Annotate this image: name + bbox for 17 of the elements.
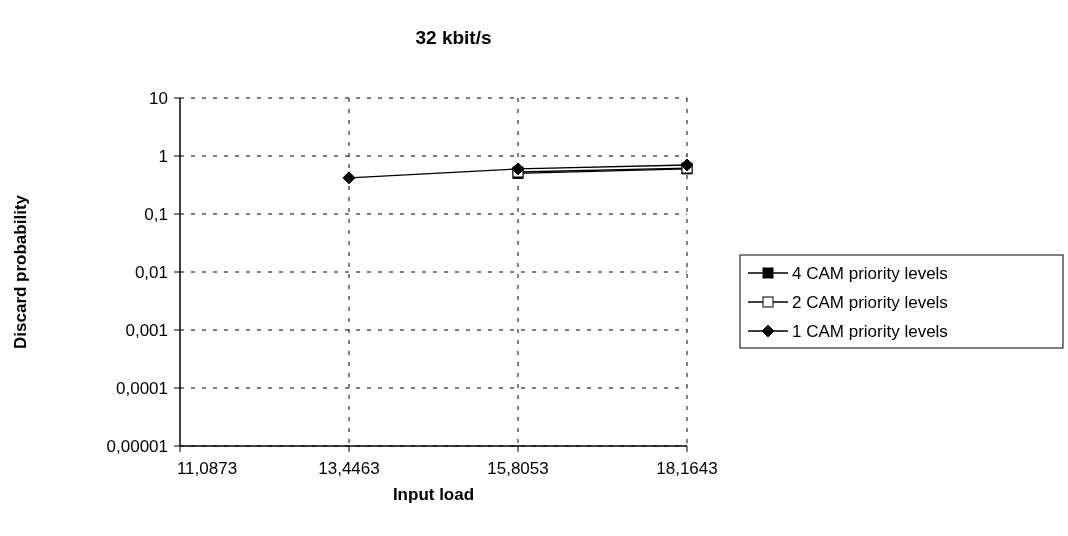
y-tick-label: 0,00001 [106,437,168,456]
y-axis-title: Discard probability [11,194,30,349]
y-tick-label: 0,0001 [116,379,168,398]
y-tick-label: 1 [158,147,168,166]
x-tick-label: 18,1643 [656,459,718,478]
x-axis-title: Input load [392,485,475,504]
y-tick-label: 0,001 [125,321,168,340]
legend-label: 2 CAM priority levels [792,293,948,312]
x-tick-label: 13,4463 [318,459,380,478]
y-tick-label: 10 [149,89,168,108]
chart-title: 32 kbit/s [415,27,492,48]
y-tick-label: 0,01 [134,263,168,282]
legend-label: 4 CAM priority levels [792,264,948,283]
x-tick-label: 15,8053 [487,459,549,478]
legend-label: 1 CAM priority levels [792,322,948,341]
y-tick-label: 0,1 [144,205,168,224]
x-tick-label: 11,0873 [176,459,238,478]
